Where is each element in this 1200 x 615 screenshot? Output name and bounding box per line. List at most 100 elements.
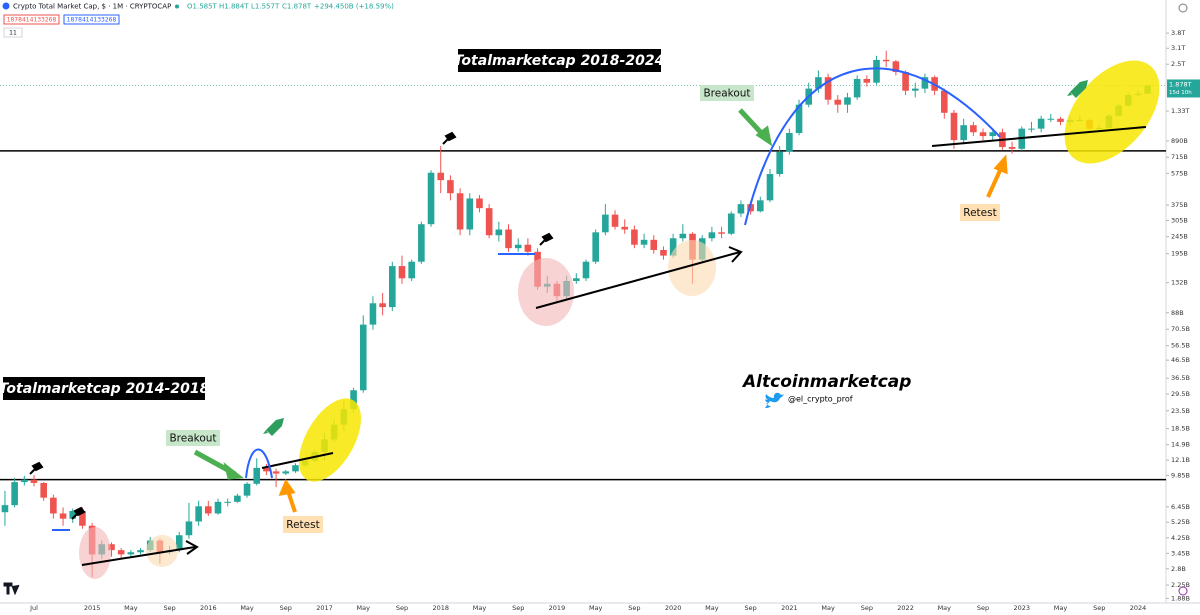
- y-tick-label: 2.8B: [1171, 565, 1186, 573]
- ohlc-close: C1.878T: [282, 3, 312, 11]
- y-tick-label: 18.5B: [1171, 425, 1190, 433]
- candle-body: [1057, 118, 1064, 122]
- candle-body: [795, 104, 803, 134]
- candle-body: [989, 132, 997, 137]
- candle-body: [708, 232, 716, 239]
- y-tick-label: 23.5B: [1171, 407, 1190, 415]
- y-tick-label: 305B: [1171, 216, 1188, 224]
- decorations: [3, 3, 1188, 596]
- candle-body: [514, 244, 522, 249]
- trendline: [261, 452, 334, 469]
- x-tick-label: Jul: [29, 604, 38, 612]
- arrow: [986, 165, 1004, 198]
- candle-body: [940, 90, 948, 113]
- label-box: [283, 516, 323, 533]
- y-tick-label: 3.1T: [1171, 44, 1185, 52]
- y-tick-label: 14.9B: [1171, 441, 1190, 449]
- candle-body: [485, 208, 493, 236]
- x-tick-label: 2015: [84, 604, 101, 612]
- annotation: Breakout: [169, 433, 216, 445]
- x-tick-label: 2018: [432, 604, 449, 612]
- highlight: [146, 535, 178, 567]
- sell-price[interactable]: 1878414133268: [7, 17, 57, 24]
- x-tick-label: Sep: [163, 604, 175, 612]
- candle-body: [853, 78, 861, 98]
- x-tick-label: May: [821, 604, 835, 612]
- candle-body: [611, 214, 619, 227]
- candle-body: [379, 303, 386, 308]
- candle-body: [979, 132, 987, 137]
- y-tick-label: 195B: [1171, 250, 1188, 258]
- y-tick-label: 3.8T: [1171, 29, 1185, 37]
- x-tick-label: 2019: [549, 604, 566, 612]
- label-box: [458, 49, 661, 72]
- y-tick-label: 4.25B: [1171, 534, 1190, 542]
- price-tag: [1167, 79, 1200, 98]
- tool-icon[interactable]: [1178, 3, 1188, 13]
- y-tick-label: 715B: [1171, 153, 1188, 161]
- x-tick-label: May: [357, 604, 371, 612]
- handle: @el_crypto_prof: [788, 395, 853, 404]
- x-tick-label: Sep: [628, 604, 640, 612]
- spread-box: [3, 27, 23, 38]
- buy-box[interactable]: [63, 14, 120, 25]
- arrowhead: [185, 540, 199, 555]
- candle-body: [834, 99, 842, 105]
- candle-body: [1037, 118, 1045, 129]
- candle-body: [660, 249, 667, 256]
- y-tick-label: 6.45B: [1171, 503, 1190, 511]
- label-box: [166, 430, 220, 446]
- candle-body: [766, 174, 774, 201]
- x-tick-label: Sep: [977, 604, 989, 612]
- arrow: [223, 462, 244, 480]
- y-tick-label: 12.1B: [1171, 456, 1190, 464]
- candle-body: [185, 521, 193, 536]
- annotation-title: Totalmarketcap 2018-2024: [454, 53, 665, 69]
- hammer-icons: [29, 131, 554, 520]
- x-tick-label: Sep: [512, 604, 524, 612]
- tradingview-logo: [3, 582, 20, 596]
- y-tick-label: 46.5B: [1171, 356, 1190, 364]
- y-tick-label: 29.5B: [1171, 390, 1190, 398]
- candle-body: [921, 77, 929, 89]
- candle-body: [970, 125, 977, 133]
- buy-price[interactable]: 1878414133268: [67, 17, 117, 24]
- y-tick-label: 9.85B: [1171, 471, 1190, 479]
- candle-body: [911, 88, 919, 91]
- sell-box[interactable]: [3, 14, 60, 25]
- candle-body: [1028, 128, 1035, 130]
- arrow: [278, 478, 296, 496]
- y-tick-label: 5.25B: [1171, 518, 1190, 526]
- candle-body: [679, 233, 687, 239]
- x-tick-label: 2017: [316, 604, 333, 612]
- symbol[interactable]: Crypto Total Market Cap, $ · 1M · CRYPTO…: [13, 3, 171, 11]
- candle-body: [253, 467, 261, 484]
- candle-body: [437, 172, 445, 181]
- x-tick-label: Sep: [280, 604, 292, 612]
- candle-body: [427, 172, 435, 225]
- x-tick-label: 2024: [1130, 604, 1147, 612]
- x-tick-label: May: [1054, 604, 1068, 612]
- settings-icon[interactable]: [1178, 586, 1188, 596]
- price-tag-label: 1.878T: [1169, 80, 1192, 88]
- x-tick-label: Sep: [1093, 604, 1105, 612]
- arrowhead: [728, 246, 743, 263]
- candle-body: [292, 465, 299, 472]
- candle-body: [873, 59, 880, 83]
- candle-body: [727, 213, 735, 234]
- candle-body: [40, 482, 47, 498]
- highlight: [1064, 60, 1160, 164]
- candle-body: [718, 232, 725, 234]
- candle-body: [902, 72, 909, 91]
- candle-body: [389, 266, 396, 308]
- x-tick-label: 2021: [781, 604, 798, 612]
- x-tick-label: Sep: [861, 604, 873, 612]
- x-tick-label: 2022: [897, 604, 914, 612]
- candle-body: [447, 180, 454, 194]
- twitter-icon: [765, 392, 784, 408]
- x-tick-label: May: [240, 604, 254, 612]
- candle-body: [234, 495, 241, 502]
